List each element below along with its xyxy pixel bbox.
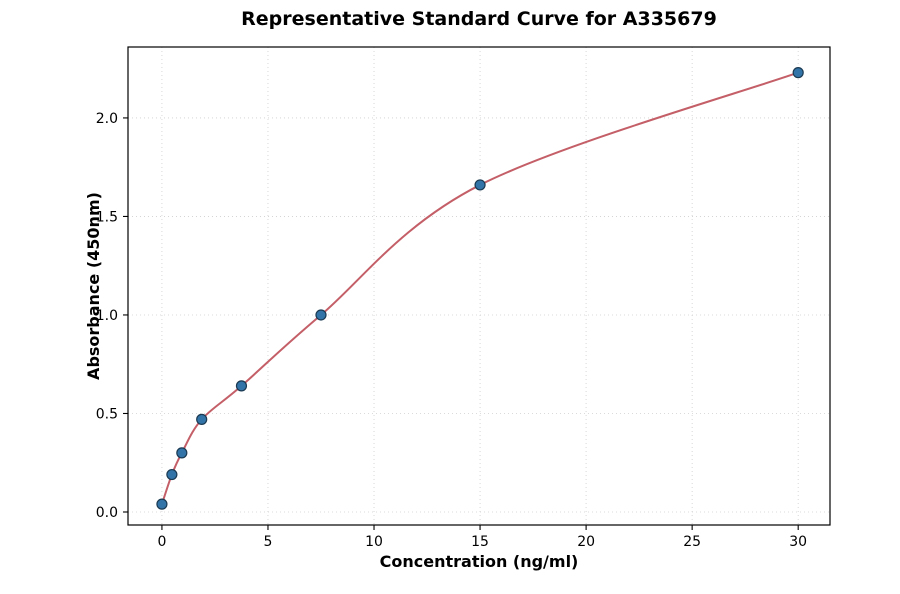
chart-title: Representative Standard Curve for A33567… (241, 8, 717, 30)
y-tick-label: 0.5 (96, 406, 118, 422)
data-point (196, 413, 208, 425)
data-point (792, 67, 804, 79)
y-tick-label: 2.0 (96, 111, 118, 127)
data-point (166, 468, 178, 481)
x-tick-label: 5 (264, 534, 273, 550)
x-tick-label: 20 (577, 534, 595, 550)
y-tick-label: 0.0 (96, 505, 118, 521)
data-point (474, 179, 486, 191)
x-tick-label: 30 (789, 534, 807, 550)
y-tick-label: 1.0 (96, 308, 118, 324)
y-tick-label: 1.5 (96, 209, 118, 225)
data-point (176, 447, 188, 459)
plot-frame (127, 46, 831, 526)
x-tick-label: 10 (365, 534, 383, 550)
x-tick-label: 15 (471, 534, 489, 550)
x-tick-label: 25 (683, 534, 701, 550)
data-point (156, 498, 168, 510)
x-axis-label: Concentration (ng/ml) (379, 552, 579, 571)
data-point (315, 309, 327, 321)
x-tick-label: 0 (157, 534, 166, 550)
data-point (235, 380, 248, 392)
trend-line (160, 71, 800, 506)
